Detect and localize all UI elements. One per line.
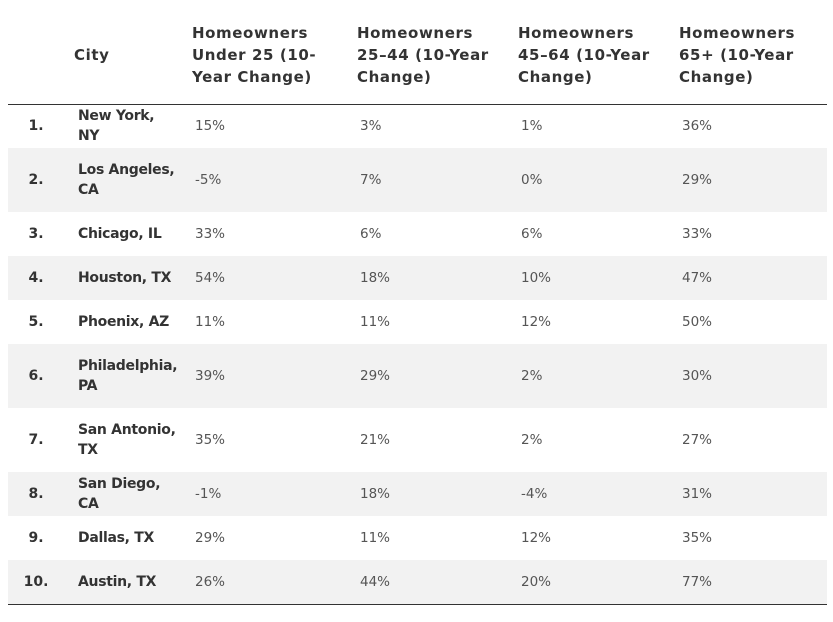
row-45-64: 2% xyxy=(521,368,543,384)
row-45-64: -4% xyxy=(521,486,548,502)
row-65-plus: 36% xyxy=(682,118,713,135)
row-rank: 9. xyxy=(28,530,44,546)
header-25-44: Homeowners 25–44 (10-Year Change) xyxy=(357,24,489,86)
row-under-25: 15% xyxy=(195,118,226,135)
row-rank: 1. xyxy=(28,118,44,135)
row-65-plus: 35% xyxy=(682,530,713,546)
table-row: 1. New York, NY 15% 3% 1% 36% xyxy=(8,104,827,148)
row-45-64: 12% xyxy=(521,530,552,546)
row-25-44: 3% xyxy=(360,118,382,135)
row-rank: 4. xyxy=(28,270,44,286)
row-45-64: 12% xyxy=(521,314,552,330)
row-65-plus: 33% xyxy=(682,226,713,242)
row-city: Dallas, TX xyxy=(78,530,154,546)
row-65-plus: 30% xyxy=(682,368,713,384)
row-under-25: 29% xyxy=(195,530,226,546)
row-under-25: -5% xyxy=(195,172,222,188)
table-row: 4. Houston, TX 54% 18% 10% 47% xyxy=(8,256,827,300)
row-65-plus: 31% xyxy=(682,486,713,502)
row-under-25: 39% xyxy=(195,368,226,384)
row-city: New York, NY xyxy=(78,108,155,145)
row-rank: 8. xyxy=(28,486,44,502)
row-25-44: 18% xyxy=(360,270,391,286)
row-city: Austin, TX xyxy=(78,573,157,590)
row-rank: 10. xyxy=(23,573,49,590)
row-25-44: 44% xyxy=(360,573,391,590)
row-city: Philadelphia, PA xyxy=(78,358,178,394)
row-65-plus: 50% xyxy=(682,314,713,330)
row-under-25: 35% xyxy=(195,432,226,448)
row-under-25: 26% xyxy=(195,573,226,590)
row-45-64: 10% xyxy=(521,270,552,286)
homeowner-change-table: City Homeowners Under 25 (10-Year Change… xyxy=(8,0,827,605)
row-under-25: 11% xyxy=(195,314,226,330)
row-city: Chicago, IL xyxy=(78,226,162,242)
row-city: San Diego, CA xyxy=(78,476,161,512)
row-25-44: 29% xyxy=(360,368,391,384)
row-45-64: 6% xyxy=(521,226,543,242)
header-under-25: Homeowners Under 25 (10-Year Change) xyxy=(192,24,317,86)
row-25-44: 7% xyxy=(360,172,382,188)
header-65-plus: Homeowners 65+ (10-Year Change) xyxy=(679,24,796,86)
row-65-plus: 27% xyxy=(682,432,713,448)
table-row: 9. Dallas, TX 29% 11% 12% 35% xyxy=(8,516,827,560)
row-45-64: 20% xyxy=(521,573,552,590)
row-45-64: 2% xyxy=(521,432,543,448)
row-25-44: 11% xyxy=(360,530,391,546)
row-rank: 6. xyxy=(28,368,44,384)
row-under-25: 33% xyxy=(195,226,226,242)
header-rank xyxy=(8,0,72,104)
header-row: City Homeowners Under 25 (10-Year Change… xyxy=(8,0,827,104)
homeowner-change-table-container: City Homeowners Under 25 (10-Year Change… xyxy=(8,0,827,605)
table-row: 8. San Diego, CA -1% 18% -4% 31% xyxy=(8,472,827,516)
row-under-25: 54% xyxy=(195,270,226,286)
row-65-plus: 77% xyxy=(682,573,713,590)
row-25-44: 21% xyxy=(360,432,391,448)
row-city: San Antonio, TX xyxy=(78,422,176,458)
row-65-plus: 47% xyxy=(682,270,713,286)
row-rank: 2. xyxy=(28,172,44,188)
row-rank: 7. xyxy=(28,432,44,448)
table-row: 2. Los Angeles, CA -5% 7% 0% 29% xyxy=(8,148,827,212)
row-under-25: -1% xyxy=(195,486,222,502)
row-25-44: 11% xyxy=(360,314,391,330)
row-city: Los Angeles, CA xyxy=(78,162,175,198)
table-row: 3. Chicago, IL 33% 6% 6% 33% xyxy=(8,212,827,256)
table-row: 5. Phoenix, AZ 11% 11% 12% 50% xyxy=(8,300,827,344)
header-45-64: Homeowners 45–64 (10-Year Change) xyxy=(518,24,650,86)
row-city: Houston, TX xyxy=(78,270,172,286)
row-25-44: 6% xyxy=(360,226,382,242)
table-row: 10. Austin, TX 26% 44% 20% 77% xyxy=(8,560,827,604)
table-row: 7. San Antonio, TX 35% 21% 2% 27% xyxy=(8,408,827,472)
row-city: Phoenix, AZ xyxy=(78,314,170,330)
row-25-44: 18% xyxy=(360,486,391,502)
row-45-64: 0% xyxy=(521,172,543,188)
table-body: 1. New York, NY 15% 3% 1% 36% 2. Los Ang… xyxy=(8,104,827,604)
row-rank: 3. xyxy=(28,226,44,242)
row-rank: 5. xyxy=(28,314,44,330)
table-header: City Homeowners Under 25 (10-Year Change… xyxy=(8,0,827,104)
row-45-64: 1% xyxy=(521,118,543,135)
header-city: City xyxy=(74,46,110,64)
table-row: 6. Philadelphia, PA 39% 29% 2% 30% xyxy=(8,344,827,408)
row-65-plus: 29% xyxy=(682,172,713,188)
